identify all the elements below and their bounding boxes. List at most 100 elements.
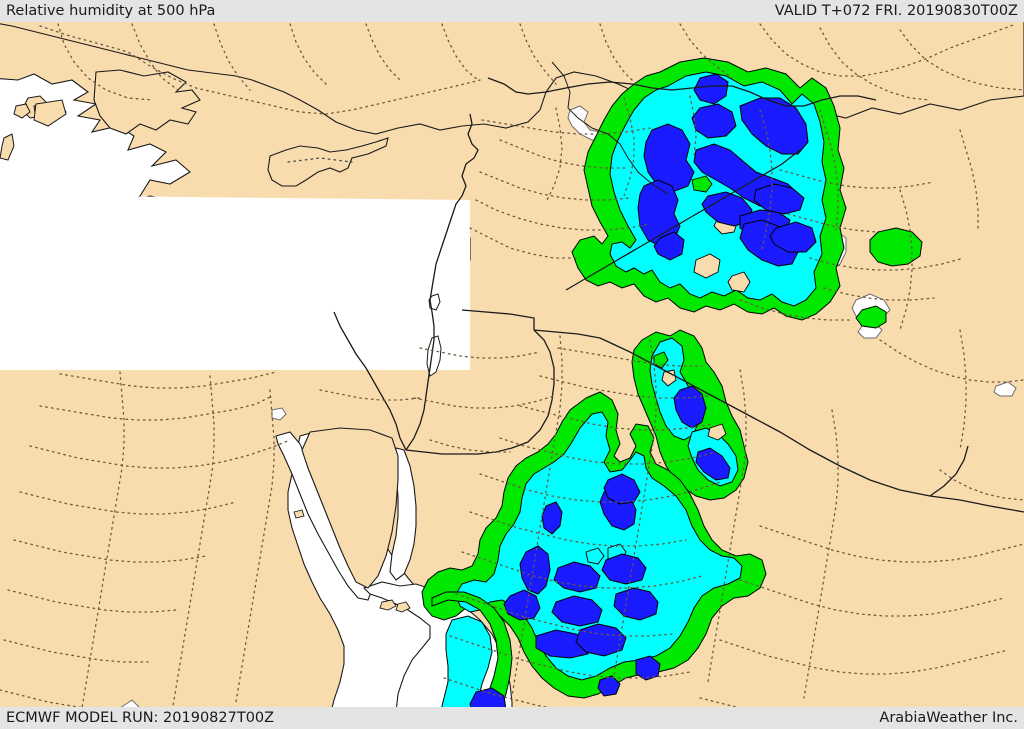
admin-egypt-7 (3, 639, 149, 663)
admin-saudi-v4 (803, 409, 839, 699)
admin-iraq-1 (759, 109, 773, 251)
border-syria-iraq (565, 149, 801, 291)
border-layer (0, 23, 1024, 721)
humidity-region-north (571, 57, 847, 321)
karpathos-island (0, 133, 15, 161)
admin-turkey-10 (679, 23, 733, 79)
sinai-peninsula (301, 427, 399, 589)
admin-egypt-3 (29, 439, 291, 469)
admin-syria-5 (469, 227, 577, 259)
mediterranean-sea-fill-join (0, 196, 470, 370)
admin-saudi-4 (499, 437, 717, 465)
red-sea-island-2 (395, 601, 411, 613)
humidity-north-hole-4 (691, 175, 713, 193)
humidity-region-south (421, 391, 767, 729)
admin-egypt-4 (19, 491, 237, 515)
admin-sinai-1 (319, 389, 421, 401)
valid-time-label: VALID T+072 FRI. 20190830T00Z (774, 3, 1018, 19)
humidity-north-high-core-3 (739, 97, 809, 155)
humidity-patch-ne-1 (869, 227, 923, 267)
admin-turkey-1 (39, 25, 481, 115)
red-sea-island-1 (379, 599, 397, 611)
admin-egypt-v1 (81, 371, 125, 709)
admin-saudi-5 (479, 473, 721, 503)
admin-syria-2 (499, 139, 627, 169)
border-jordan-saudi (405, 441, 529, 455)
admin-saudi-10 (443, 677, 637, 717)
admin-saudi-v3 (707, 369, 747, 683)
border-lebanon-israel (429, 195, 463, 301)
humidity-south-high-core-12 (541, 501, 563, 535)
admin-turkey-4 (213, 23, 251, 91)
humidity-north-high-core-12 (769, 221, 817, 253)
admin-saudi-13 (719, 639, 1009, 675)
admin-egypt-5 (13, 539, 207, 563)
humidity-middle-hole-3 (707, 423, 727, 441)
humidity-south-high-core-10 (575, 623, 627, 657)
border-iraq-jordan-link (533, 329, 601, 339)
admin-egypt-v3 (235, 389, 275, 703)
admin-syria-7 (623, 97, 635, 197)
border-israel-jordan (405, 299, 435, 451)
admin-turkey-7 (441, 23, 479, 81)
humidity-region-small-patches (855, 227, 923, 329)
admin-iraq-7 (899, 189, 913, 331)
admin-egypt-1 (59, 371, 277, 389)
humidity-north-high-core-11 (753, 183, 805, 215)
east-lake-small (993, 381, 1017, 397)
admin-iraq-8 (959, 129, 979, 231)
humidity-south-high-core-4 (553, 561, 601, 593)
border-turkey-syria (487, 77, 732, 95)
humidity-north-hole-1 (693, 253, 721, 279)
admin-saudi-v1 (511, 335, 563, 697)
admin-saudi-2 (539, 375, 709, 399)
humidity-south-high-core-3 (519, 545, 551, 595)
admin-saudi-v2 (613, 339, 657, 677)
admin-iraq-9 (739, 299, 851, 321)
humidity-south-high-core-14 (597, 675, 621, 697)
humidity-south-high-core-2 (603, 473, 641, 505)
sea-of-galilee (428, 293, 441, 311)
border-syria-lebanon (461, 113, 479, 197)
admin-cyprus-div (287, 157, 353, 163)
humidity-patch-ne-2 (855, 305, 887, 329)
admin-saudi-9 (449, 635, 691, 679)
admin-egypt-6 (7, 589, 177, 613)
provider-label: ArabiaWeather Inc. (879, 710, 1018, 726)
admin-saudi-7 (461, 551, 703, 589)
admin-egypt-v2 (171, 375, 215, 713)
border-egypt-israel (333, 311, 407, 451)
humidity-south-hole-1 (585, 547, 605, 565)
river-euphrates (551, 61, 669, 195)
admin-turkey-13 (899, 29, 1024, 91)
border-jordan-iraq (527, 329, 555, 443)
humidity-south-high-core-9 (535, 629, 591, 659)
red-sea-island-3 (293, 509, 305, 519)
humidity-middle-high-core-2 (695, 447, 731, 481)
admin-syria-6 (545, 107, 563, 203)
admin-turkey-6 (365, 23, 403, 83)
humidity-north-high-core-2 (691, 103, 737, 139)
admin-turkey-8 (519, 23, 557, 85)
humidity-south-high-core-5 (601, 553, 647, 585)
admin-turkey-5 (289, 23, 327, 85)
header-bar (0, 0, 1024, 22)
dodecanese-island (13, 103, 31, 119)
admin-syria-3 (479, 171, 631, 201)
border-iraq-saudi (599, 337, 1024, 513)
admin-saudi-11 (759, 525, 1024, 563)
admin-saudi-6 (469, 511, 687, 547)
humidity-region-middle (631, 329, 749, 501)
admin-iraq-6 (823, 287, 935, 301)
admin-syria-1 (481, 119, 651, 135)
bitter-lake (271, 407, 287, 421)
admin-saudi-1 (557, 347, 703, 367)
international-borders (333, 61, 1024, 513)
humidity-north-high-core-1 (693, 73, 729, 105)
humidity-north-high-core-4 (643, 123, 695, 193)
border-iraq-kuwait (929, 445, 969, 497)
admin-syria-4 (475, 199, 651, 231)
humidity-south-high-core-7 (551, 595, 603, 627)
